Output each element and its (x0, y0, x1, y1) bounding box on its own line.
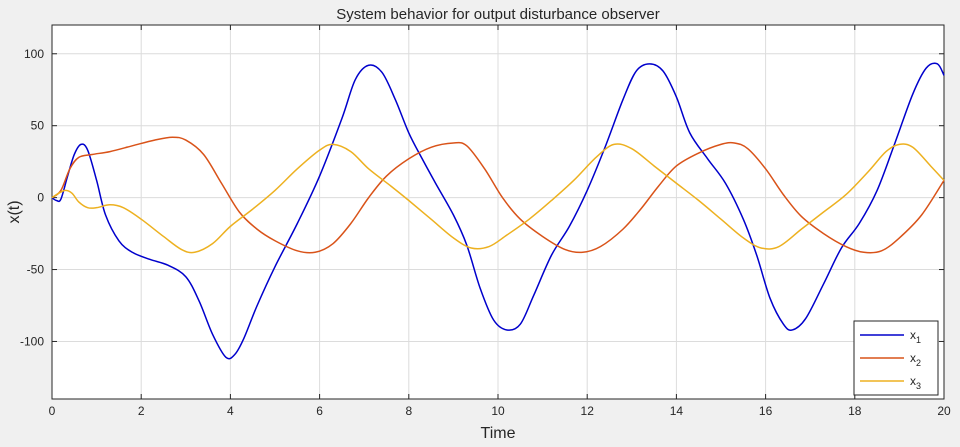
x-tick-label: 6 (316, 404, 323, 418)
y-tick-label: 50 (31, 119, 45, 133)
x-tick-label: 16 (759, 404, 773, 418)
grid (51, 25, 945, 399)
series-layer (51, 62, 945, 360)
y-axis-ticks: -100 -50 0 50 100 (20, 47, 944, 348)
y-tick-label: 100 (24, 47, 44, 61)
x-tick-label: 12 (581, 404, 595, 418)
x-axis-label: Time (481, 425, 516, 442)
legend[interactable]: x1 x2 x3 (853, 320, 939, 396)
series-line-x1 (51, 62, 945, 360)
x-tick-label: 18 (848, 404, 862, 418)
x-tick-label: 8 (405, 404, 412, 418)
y-tick-label: 0 (37, 191, 44, 205)
series-line-x2 (51, 136, 945, 254)
x-tick-label: 10 (491, 404, 505, 418)
x-axis-ticks: 0 2 4 6 8 10 12 14 16 18 20 (49, 25, 951, 418)
x-tick-label: 20 (937, 404, 951, 418)
x-tick-label: 14 (670, 404, 684, 418)
x-tick-label: 2 (138, 404, 145, 418)
legend-label-x2: x2 (910, 351, 921, 368)
y-axis-label: x(t) (6, 200, 23, 223)
x-tick-label: 0 (49, 404, 56, 418)
chart-title: System behavior for output disturbance o… (336, 6, 660, 23)
series-line-x3 (51, 143, 945, 254)
y-tick-label: -50 (27, 263, 45, 277)
legend-label-x1: x1 (910, 328, 921, 345)
legend-label-x3: x3 (910, 374, 921, 391)
y-tick-label: -100 (20, 334, 44, 348)
x-tick-label: 4 (227, 404, 234, 418)
